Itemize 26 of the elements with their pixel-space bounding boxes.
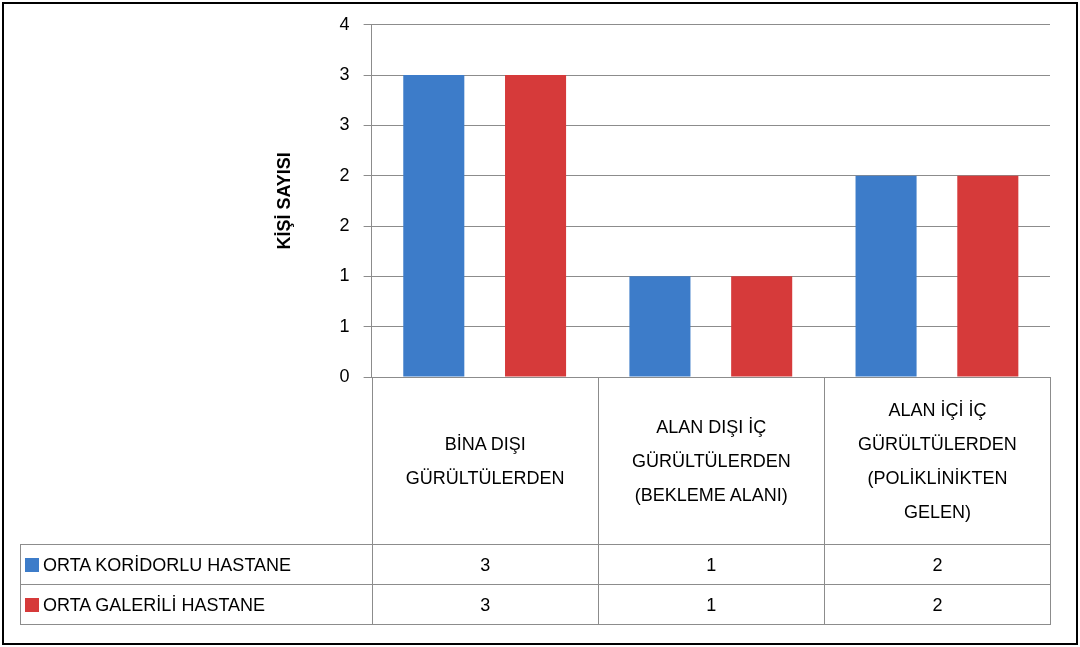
bar xyxy=(629,276,691,377)
y-axis-title: KİŞİ SAYISI xyxy=(273,152,294,250)
y-tick-label: 2 xyxy=(339,164,350,185)
data-label: 3 xyxy=(372,584,599,625)
y-tick-label: 3 xyxy=(339,114,350,135)
x-tick-label: BİNA DIŞI GÜRÜLTÜLERDEN xyxy=(372,377,599,545)
y-tick-label: 2 xyxy=(339,215,350,236)
y-tick-label: 0 xyxy=(339,365,350,386)
data-label: 2 xyxy=(824,584,1051,625)
y-tick-label: 1 xyxy=(339,265,350,286)
x-tick-label: ALAN İÇİ İÇ GÜRÜLTÜLERDEN (POLİKLİNİKTEN GELEN) xyxy=(824,377,1051,545)
data-label: 2 xyxy=(824,544,1051,585)
data-label: 1 xyxy=(598,544,825,585)
y-tick-label: 1 xyxy=(339,315,350,336)
legend-label: ORTA GALERİLİ HASTANE xyxy=(20,584,373,625)
x-tick-label: ALAN DIŞI İÇ GÜRÜLTÜLERDEN (BEKLEME ALANI) xyxy=(598,377,825,545)
legend-label: ORTA KORİDORLU HASTANE xyxy=(20,544,373,585)
bar xyxy=(855,175,917,377)
bar xyxy=(957,175,1019,377)
data-label: 3 xyxy=(372,544,599,585)
bar xyxy=(731,276,793,377)
y-tick-label: 3 xyxy=(339,64,350,85)
bar xyxy=(403,75,465,377)
data-label: 1 xyxy=(598,584,825,625)
bar xyxy=(505,75,567,377)
y-tick-label: 4 xyxy=(339,13,350,34)
